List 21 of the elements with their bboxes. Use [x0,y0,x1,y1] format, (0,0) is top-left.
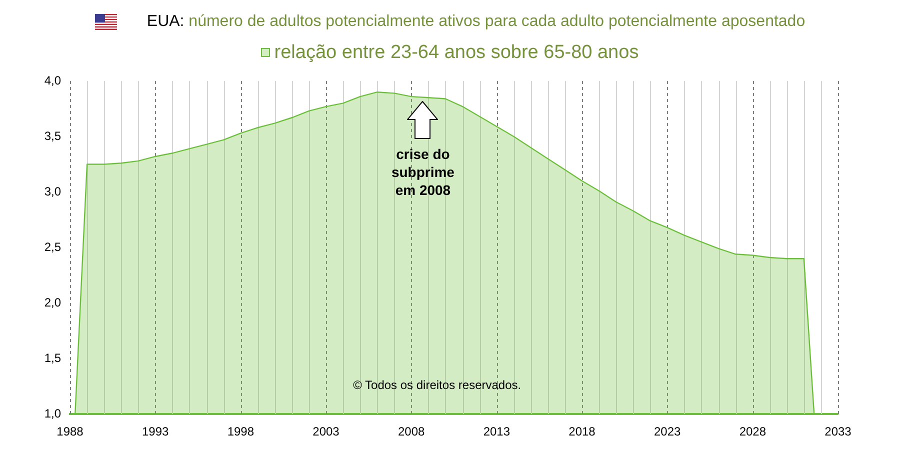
annotation: © Todos os direitos reservados. [352,378,522,392]
y-tick-label: 2,5 [44,240,62,254]
chart-title: EUA: número de adultos potencialmente ativos para cada adulto potencialmente aposentado [146,13,806,30]
y-tick-label: 3,5 [44,128,62,143]
x-tick-label: 2003 [312,424,340,439]
y-tick-label: 1,5 [44,350,62,365]
x-tick-label: 1998 [227,424,254,439]
x-tick-label: 2008 [398,424,426,439]
y-tick-label: 3,0 [44,184,62,198]
x-tick-label: 2028 [739,424,766,439]
x-tick-label: 2013 [483,424,510,439]
y-tick-label: 1,0 [44,406,62,420]
x-tick-label: 2023 [654,424,682,439]
x-tick-label: 2033 [824,424,852,439]
y-tick-label: 2,0 [44,295,62,310]
x-tick-label: 2018 [568,424,596,439]
x-tick-label: 1993 [142,424,170,439]
legend-label: relação entre 23-64 anos sobre 65-80 anos [274,41,639,64]
y-tick-label: 4,0 [44,73,62,88]
x-tick-label: 1988 [56,424,84,439]
annotation: crise do subprime em 2008 [390,145,456,199]
